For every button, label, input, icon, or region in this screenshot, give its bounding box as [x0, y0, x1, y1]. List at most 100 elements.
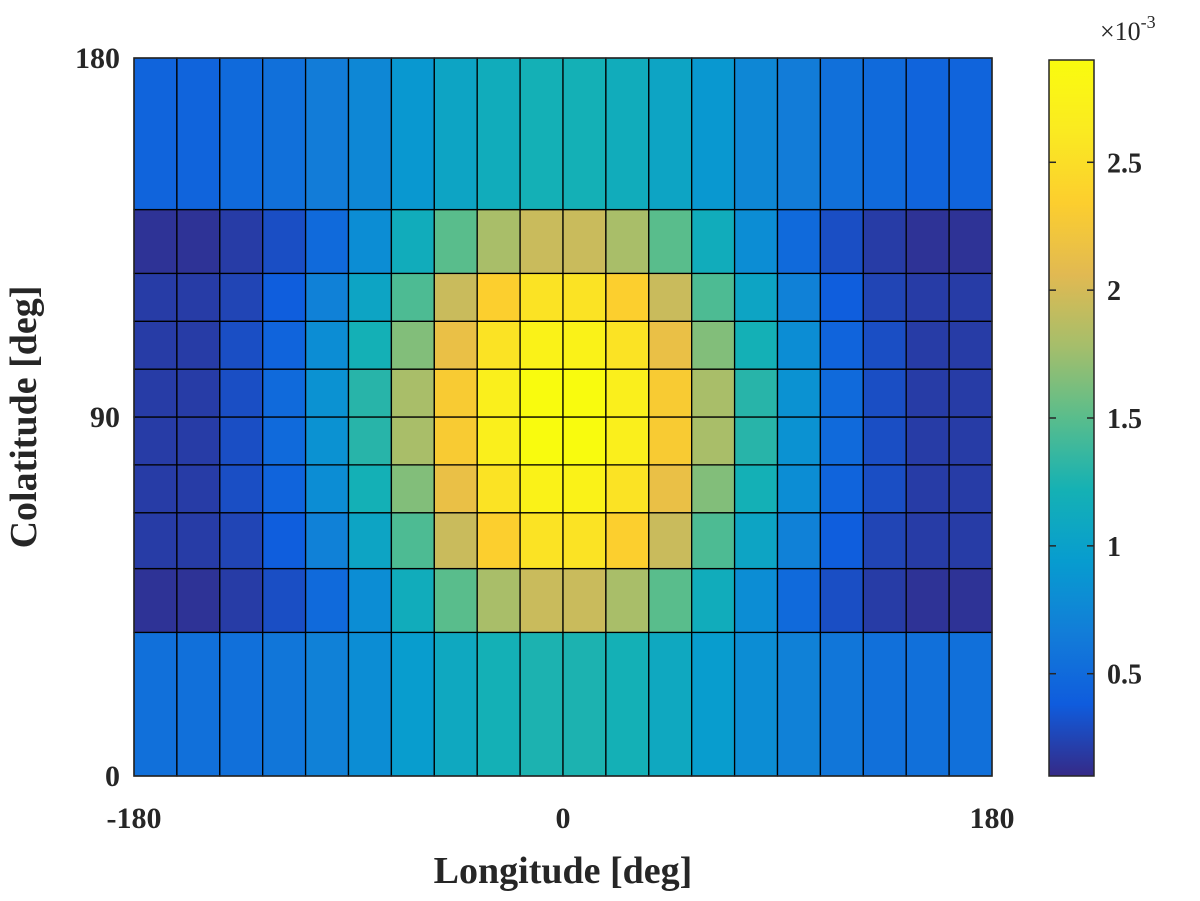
heatmap-cell: [905, 57, 950, 211]
heatmap-cell: [776, 208, 822, 275]
heatmap-cell: [905, 320, 950, 370]
heatmap-cell: [648, 567, 693, 634]
heatmap-cell: [133, 464, 178, 514]
heatmap-cell: [733, 631, 779, 777]
heatmap-cell: [133, 57, 178, 211]
heatmap-cell: [819, 208, 864, 275]
heatmap-cell: [948, 272, 993, 322]
heatmap-cell: [476, 320, 521, 370]
heatmap-cell: [433, 272, 478, 322]
heatmap-cell: [476, 512, 521, 570]
heatmap-cell: [948, 512, 993, 570]
heatmap-cell: [562, 631, 607, 777]
heatmap-cell: [262, 631, 307, 777]
heatmap-cell: [390, 208, 435, 275]
heatmap-cell: [776, 567, 822, 634]
heatmap-cell: [519, 272, 564, 322]
heatmap-cell: [519, 208, 564, 275]
heatmap-cell: [176, 631, 221, 777]
heatmap-cell: [219, 416, 264, 466]
heatmap-cell: [948, 416, 993, 466]
heatmap-cell: [262, 512, 307, 570]
heatmap-cell: [476, 567, 521, 634]
heatmap-cell: [562, 57, 607, 211]
heatmap-cell: [433, 631, 478, 777]
heatmap-cell: [133, 320, 178, 370]
heatmap-cell: [347, 208, 393, 275]
heatmap-cell: [347, 567, 393, 634]
heatmap-cell: [733, 368, 779, 418]
heatmap-cell: [304, 208, 350, 275]
heatmap-cell: [519, 464, 564, 514]
colorbar-ticks: 0.5 1 1.5 2 2.5: [1049, 148, 1142, 691]
heatmap-cell: [304, 368, 350, 418]
heatmap-cell: [819, 57, 864, 211]
heatmap-cell: [176, 512, 221, 570]
heatmap-cell: [605, 464, 650, 514]
heatmap-cell: [304, 631, 350, 777]
heatmap-cell: [948, 368, 993, 418]
heatmap-cell: [605, 631, 650, 777]
heatmap-cell: [905, 567, 950, 634]
heatmap-cell: [133, 272, 178, 322]
heatmap-cell: [133, 512, 178, 570]
heatmap-cell: [390, 464, 435, 514]
heatmap-cell: [691, 512, 736, 570]
heatmap-cell: [390, 512, 435, 570]
heatmap-cell: [176, 272, 221, 322]
heatmap-cell: [176, 567, 221, 634]
heatmap-cell: [819, 464, 864, 514]
heatmap-cell: [304, 320, 350, 370]
heatmap-cell: [562, 320, 607, 370]
heatmap-cell: [862, 57, 907, 211]
heatmap-cell: [433, 208, 478, 275]
x-axis-label: Longitude [deg]: [434, 850, 693, 892]
heatmap-cell: [219, 208, 264, 275]
heatmap-cell: [262, 567, 307, 634]
colorbar: [1048, 59, 1095, 777]
heatmap-cell: [476, 368, 521, 418]
heatmap-cell: [691, 567, 736, 634]
heatmap-cell: [347, 320, 393, 370]
heatmap-cell: [476, 416, 521, 466]
heatmap-cell: [648, 631, 693, 777]
heatmap-cell: [219, 272, 264, 322]
heatmap-cell: [262, 368, 307, 418]
heatmap-cell: [776, 464, 822, 514]
heatmap-cell: [433, 368, 478, 418]
heatmap-cell: [862, 208, 907, 275]
heatmap-cell: [905, 368, 950, 418]
colorbar-tick-label: 0.5: [1107, 660, 1142, 691]
heatmap-cell: [304, 272, 350, 322]
heatmap-cell: [562, 208, 607, 275]
x-tick-label-center: 0: [556, 802, 571, 835]
heatmap-cell: [819, 368, 864, 418]
heatmap-cell: [862, 464, 907, 514]
colorbar-tick-label: 1.5: [1107, 404, 1142, 435]
heatmap-cell: [819, 416, 864, 466]
heatmap-cell: [176, 464, 221, 514]
heatmap-cell: [691, 57, 736, 211]
heatmap-cell: [176, 320, 221, 370]
heatmap-cell: [562, 567, 607, 634]
heatmap-cell: [605, 368, 650, 418]
heatmap-cell: [862, 416, 907, 466]
heatmap-cell: [433, 320, 478, 370]
heatmap-cell: [133, 631, 178, 777]
colorbar-exponent-label: ×10-3: [1100, 12, 1156, 46]
heatmap-cell: [948, 208, 993, 275]
heatmap-cell: [648, 208, 693, 275]
heatmap-cells: [133, 57, 993, 777]
heatmap-cell: [605, 57, 650, 211]
heatmap-cell: [476, 631, 521, 777]
y-axis-label: Colatitude [deg]: [3, 286, 45, 549]
heatmap-cell: [562, 512, 607, 570]
colorbar-tick-label: 2.5: [1107, 148, 1142, 179]
heatmap-cell: [133, 416, 178, 466]
heatmap-cell: [433, 567, 478, 634]
heatmap-cell: [948, 567, 993, 634]
heatmap-cell: [562, 464, 607, 514]
heatmap-cell: [390, 57, 435, 211]
x-tick-label-right: 180: [970, 802, 1015, 835]
heatmap-cell: [562, 416, 607, 466]
